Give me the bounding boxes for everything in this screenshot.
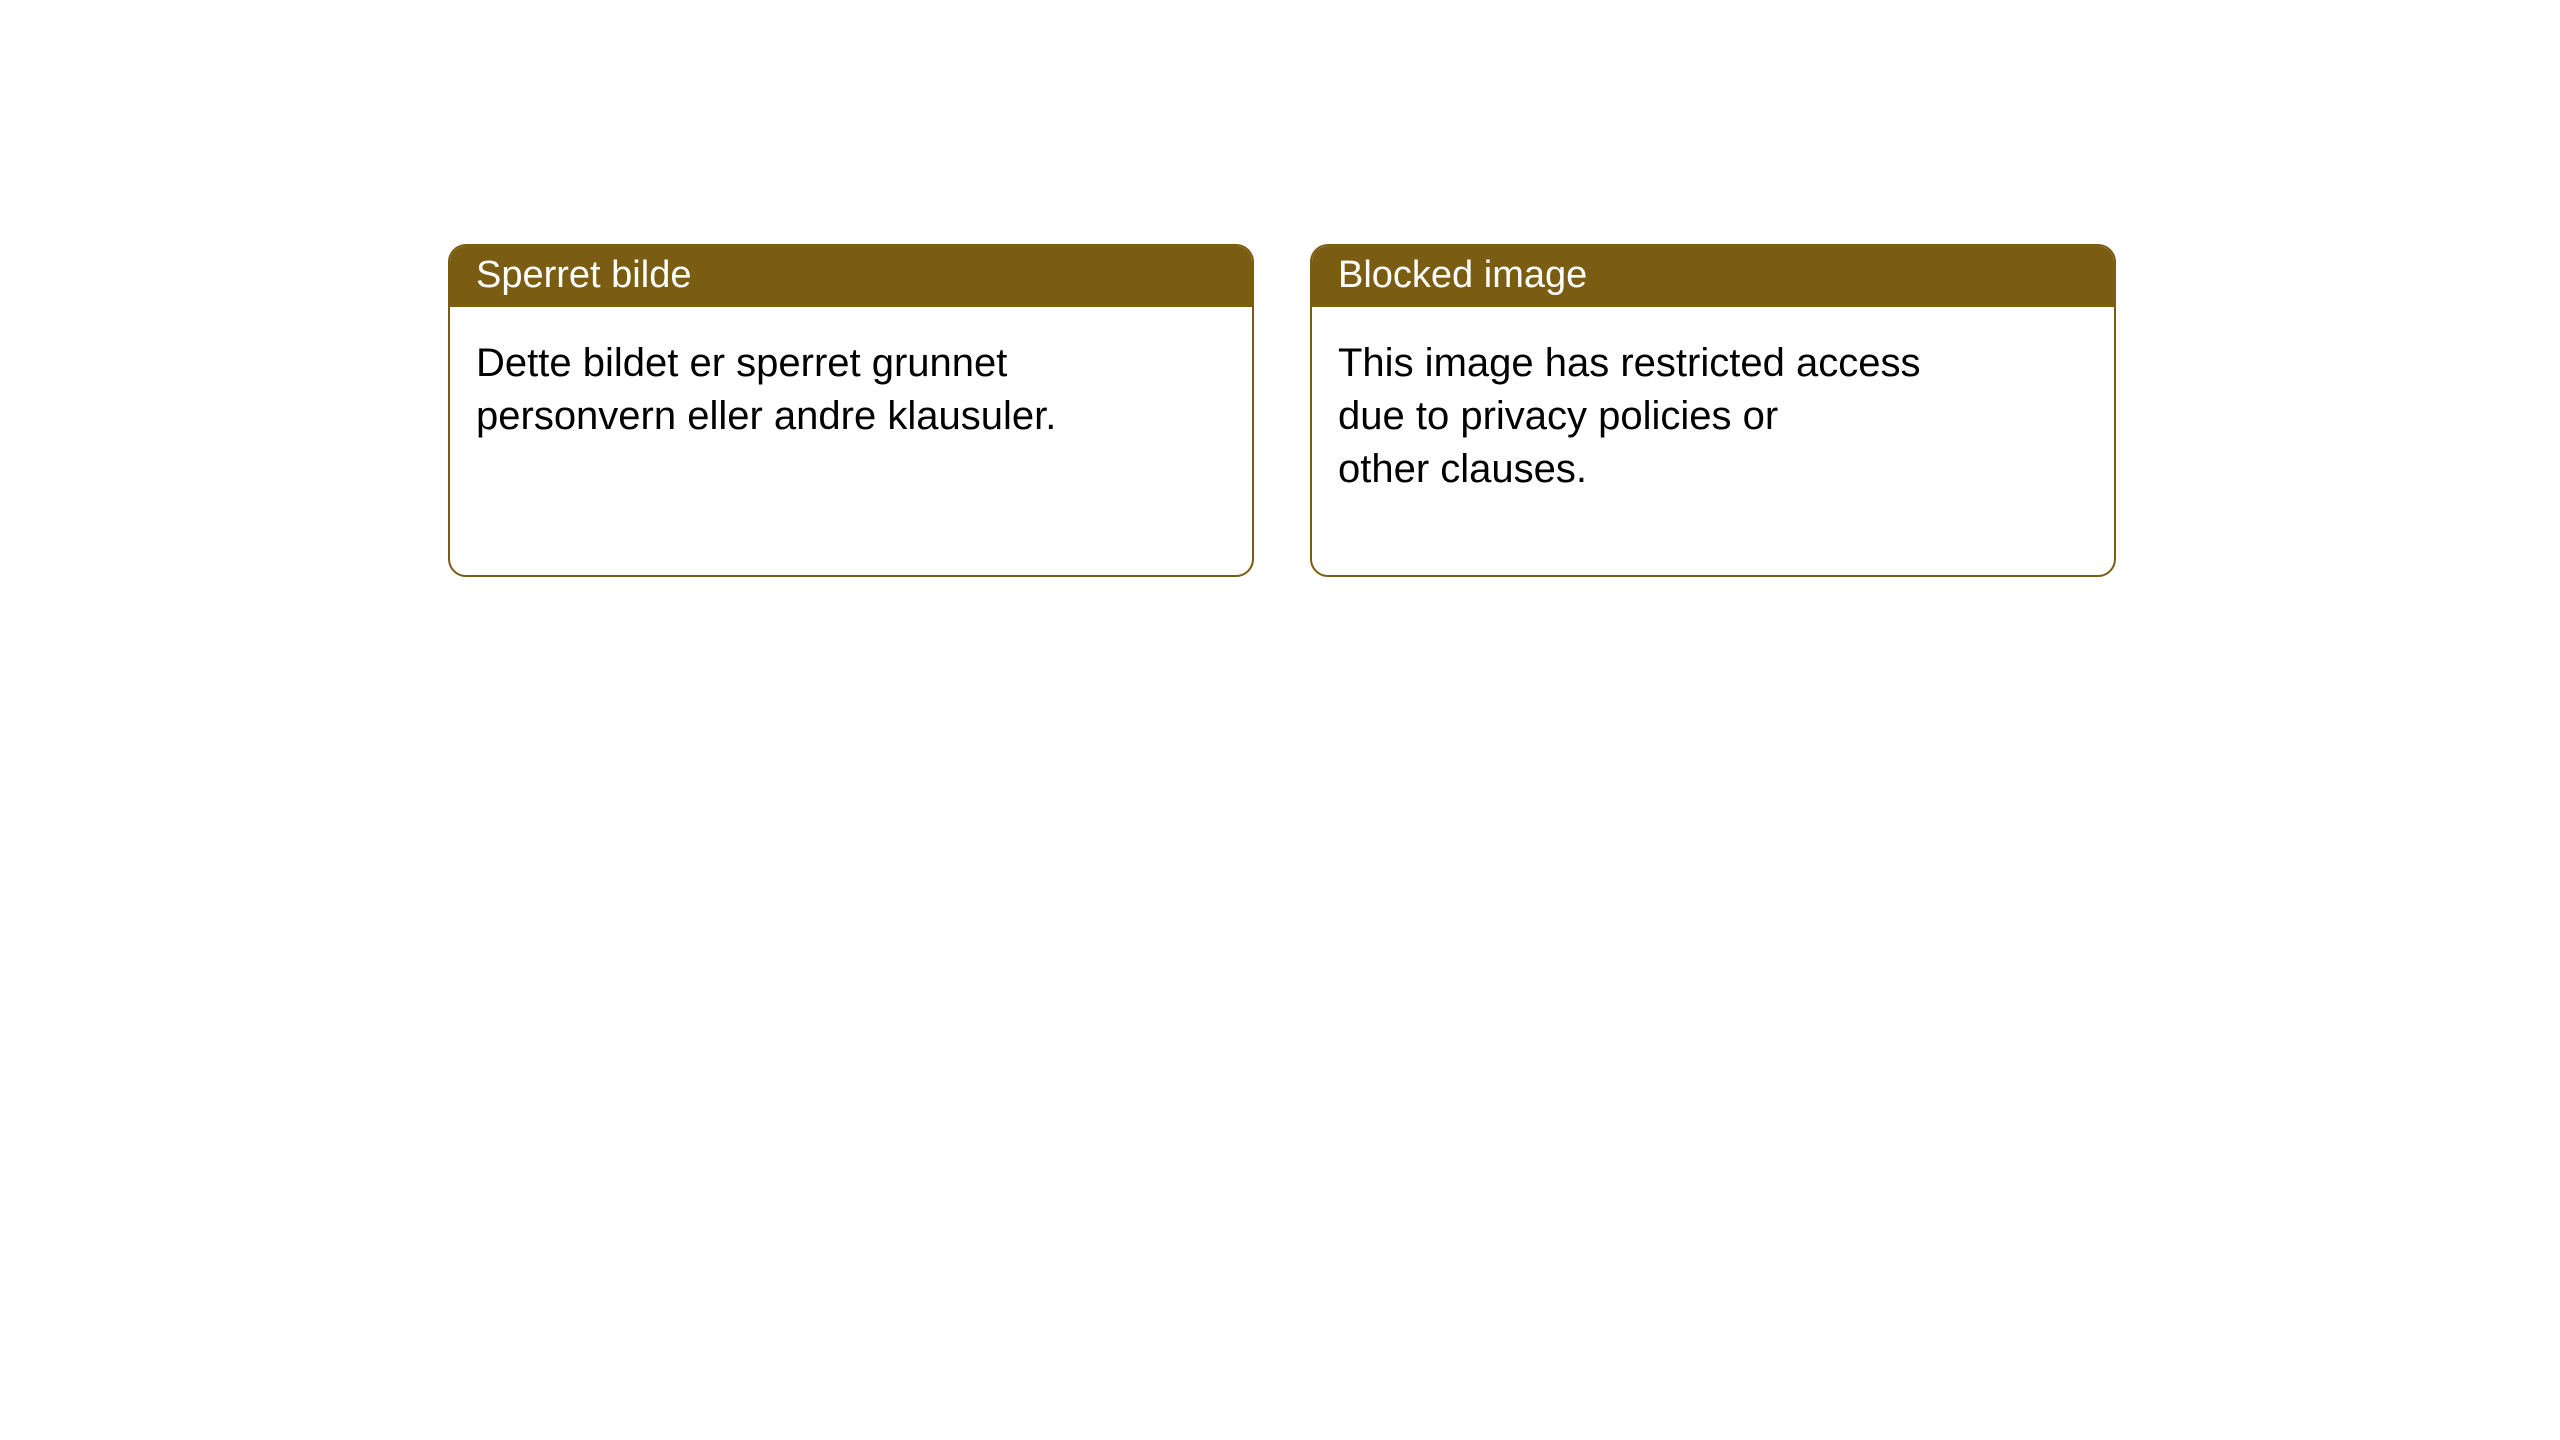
panel-title-norwegian: Sperret bilde — [450, 246, 1252, 307]
panel-title-english: Blocked image — [1312, 246, 2114, 307]
panel-body-norwegian: Dette bildet er sperret grunnet personve… — [450, 307, 1252, 523]
notice-panel-english: Blocked image This image has restricted … — [1310, 244, 2116, 577]
notice-container: Sperret bilde Dette bildet er sperret gr… — [0, 0, 2560, 577]
notice-panel-norwegian: Sperret bilde Dette bildet er sperret gr… — [448, 244, 1254, 577]
panel-body-english: This image has restricted access due to … — [1312, 307, 2114, 575]
